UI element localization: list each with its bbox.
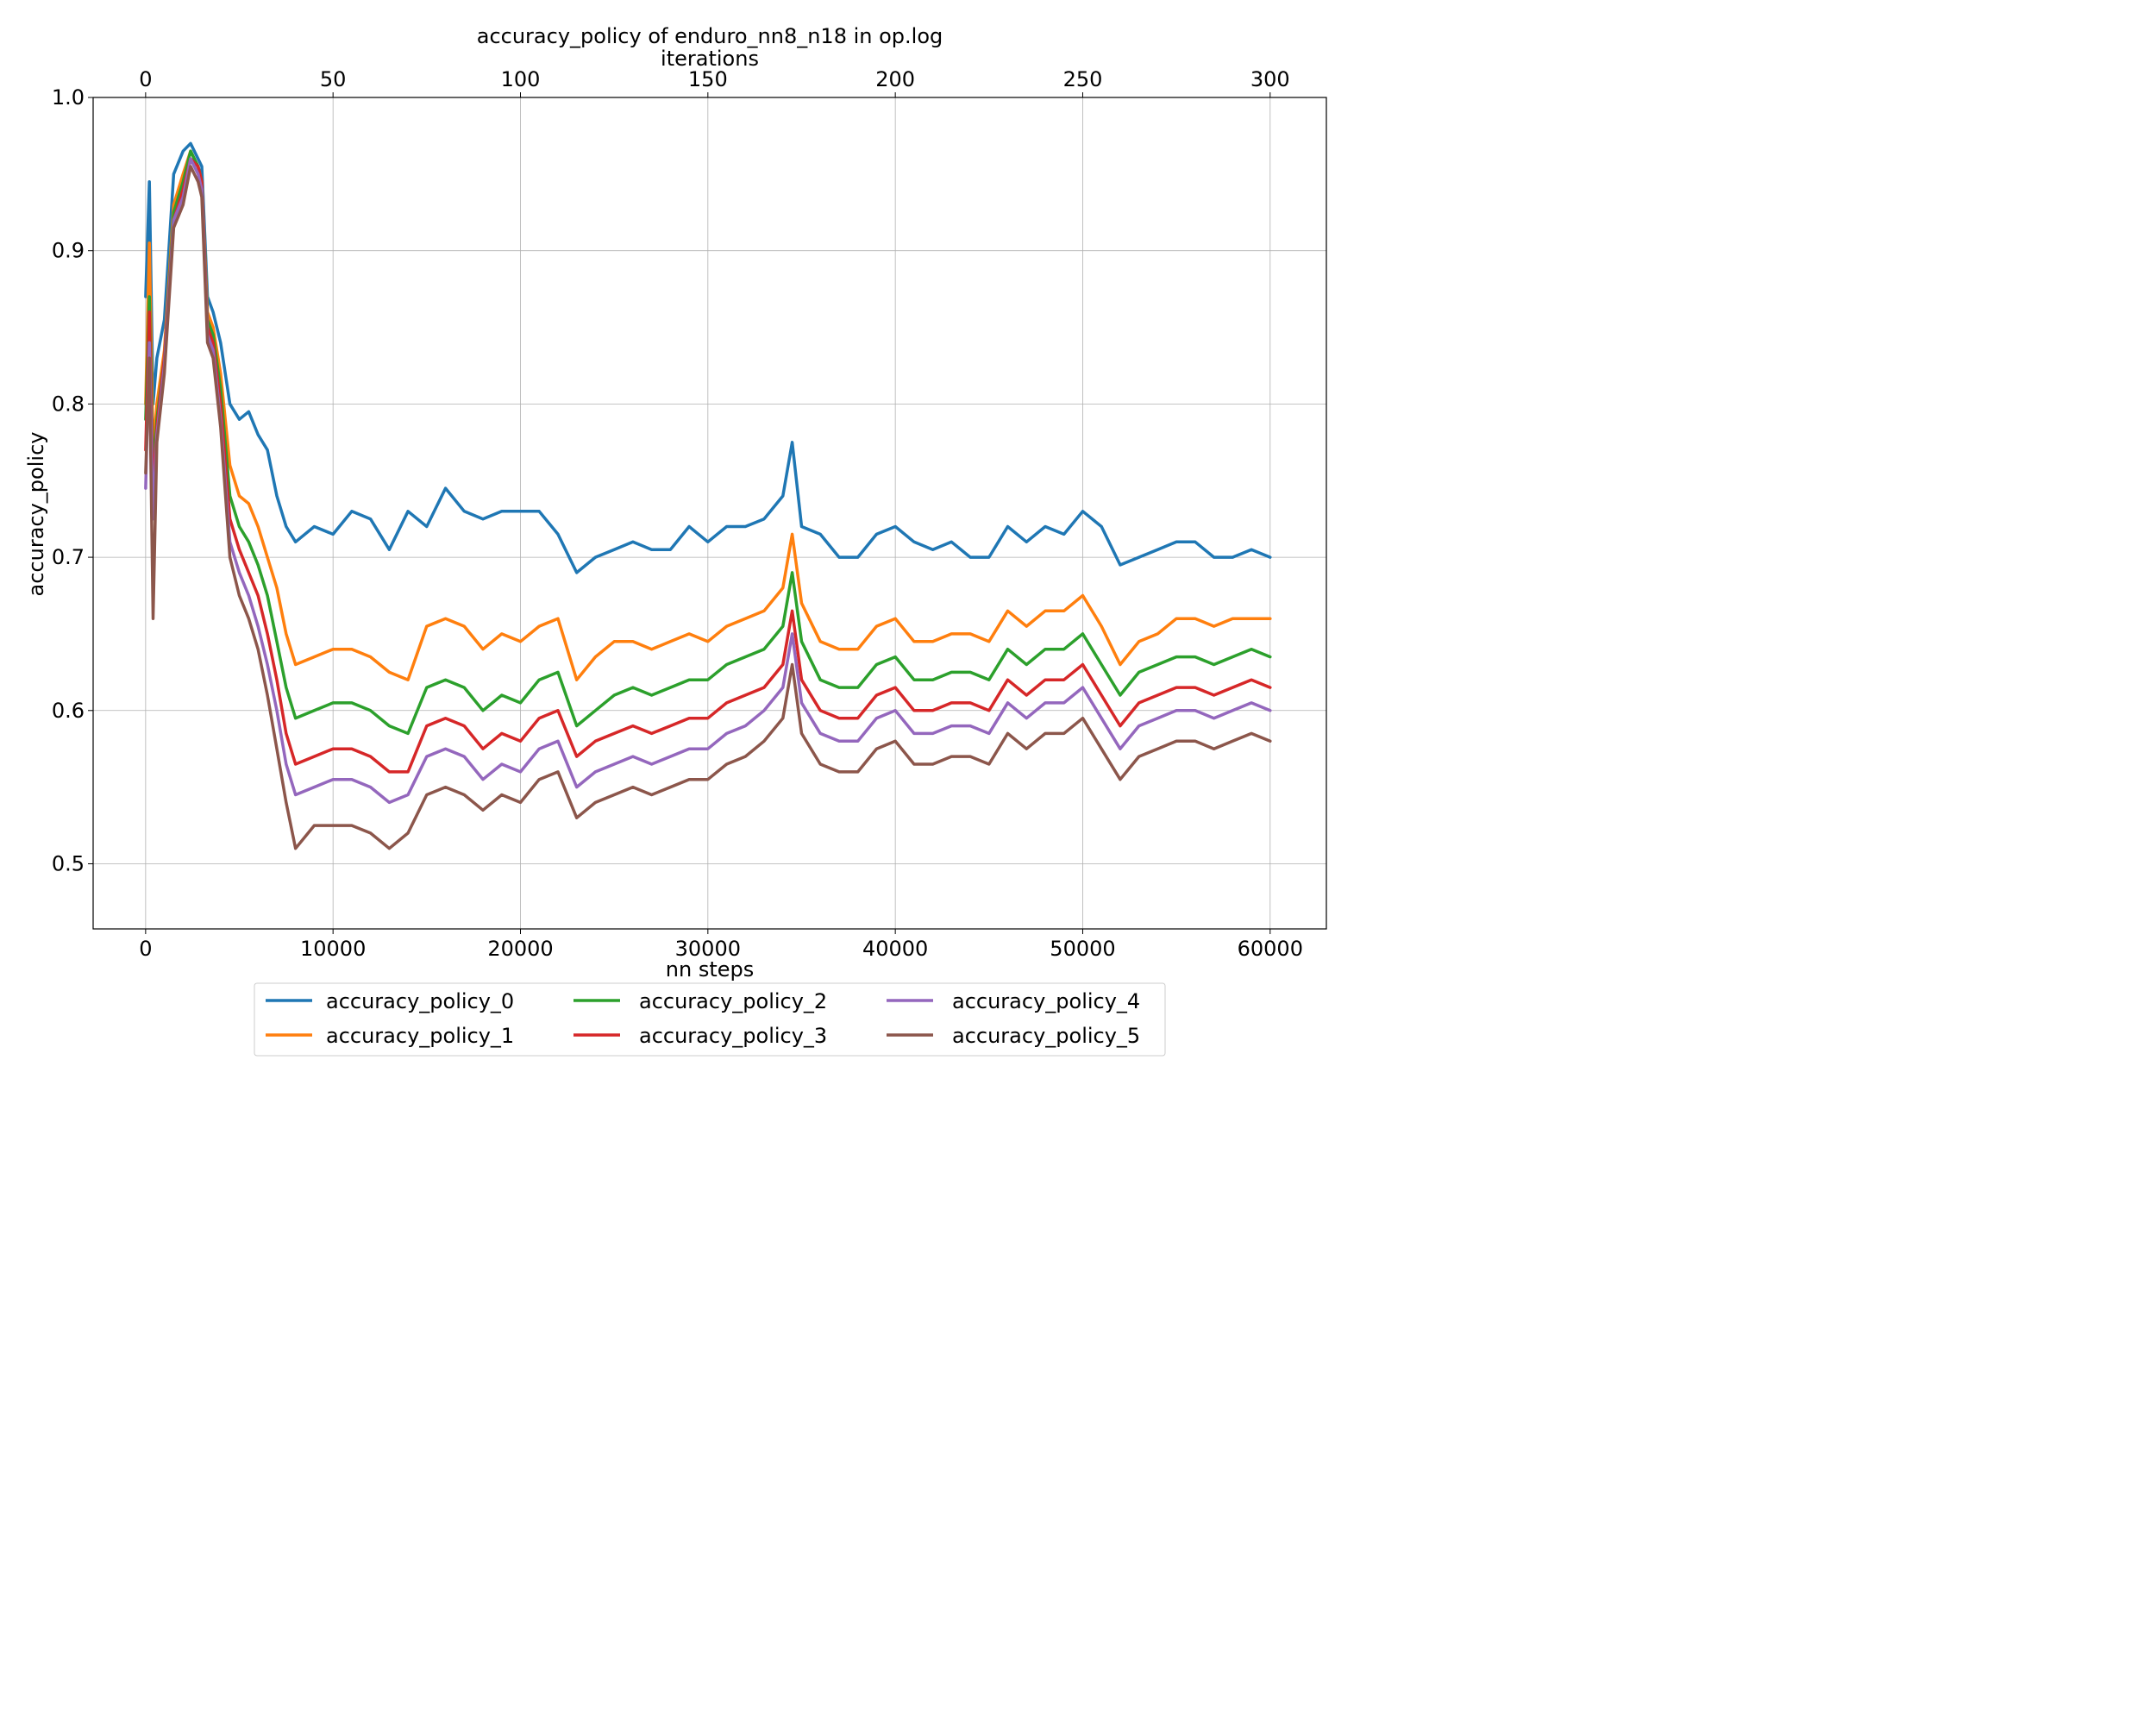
series-lines <box>144 141 1272 850</box>
top-x-tick-label: 200 <box>875 67 915 91</box>
top-x-tick-label: 50 <box>320 67 347 91</box>
x-tick-label: 50000 <box>1050 937 1115 961</box>
x-tick-label: 10000 <box>300 937 366 961</box>
y-tick-label: 0.5 <box>52 851 85 875</box>
legend-label-4: accuracy_policy_4 <box>952 989 1140 1013</box>
legend-label-5: accuracy_policy_5 <box>952 1024 1140 1048</box>
chart-background <box>0 0 1348 1078</box>
top-x-tick-label: 250 <box>1063 67 1103 91</box>
x-tick-label: 40000 <box>862 937 928 961</box>
y-tick-label: 1.0 <box>52 85 85 110</box>
x-axis-title: nn steps <box>666 957 754 982</box>
legend-label-2: accuracy_policy_2 <box>639 989 827 1013</box>
legend-item-5: accuracy_policy_5 <box>887 1024 1140 1048</box>
series-line-1 <box>144 149 1272 681</box>
legend-item-2: accuracy_policy_2 <box>573 989 827 1013</box>
legend-item-4: accuracy_policy_4 <box>887 989 1140 1013</box>
y-tick-label: 0.7 <box>52 545 85 569</box>
legend-item-0: accuracy_policy_0 <box>266 989 514 1013</box>
chart-title: accuracy_policy of enduro_nn8_n18 in op.… <box>477 24 943 48</box>
line-chart: 0 10000 20000 30000 40000 50000 60000 0 50 100 150… <box>0 0 1348 1078</box>
legend-label-0: accuracy_policy_0 <box>326 989 514 1013</box>
top-x-tick-label: 0 <box>139 67 152 91</box>
top-x-tick-label: 150 <box>688 67 728 91</box>
plot-frame <box>92 97 1327 930</box>
series-line-5 <box>144 165 1272 850</box>
legend-label-1: accuracy_policy_1 <box>326 1024 514 1048</box>
y-tick-label: 0.6 <box>52 699 85 723</box>
top-x-tick-label: 100 <box>501 67 541 91</box>
top-x-tick-label: 300 <box>1250 67 1290 91</box>
x-tick-label: 30000 <box>675 937 741 961</box>
series-line-0 <box>144 141 1272 574</box>
x-tick-label: 0 <box>139 937 152 961</box>
x-tick-label: 20000 <box>487 937 553 961</box>
legend-box <box>254 982 1166 1057</box>
legend-item-3: accuracy_policy_3 <box>573 1024 827 1048</box>
top-x-axis-title: iterations <box>661 47 759 71</box>
legend-label-3: accuracy_policy_3 <box>639 1024 827 1048</box>
y-axis-title: accuracy_policy <box>24 432 48 597</box>
legend: accuracy_policy_0 accuracy_policy_1 accu… <box>254 982 1166 1057</box>
legend-item-1: accuracy_policy_1 <box>266 1024 514 1048</box>
x-tick-label: 60000 <box>1238 937 1303 961</box>
y-tick-label: 0.9 <box>52 239 85 263</box>
axis-ticks: 0 10000 20000 30000 40000 50000 60000 0 50 100 150… <box>52 67 1303 961</box>
y-tick-label: 0.8 <box>52 392 85 416</box>
